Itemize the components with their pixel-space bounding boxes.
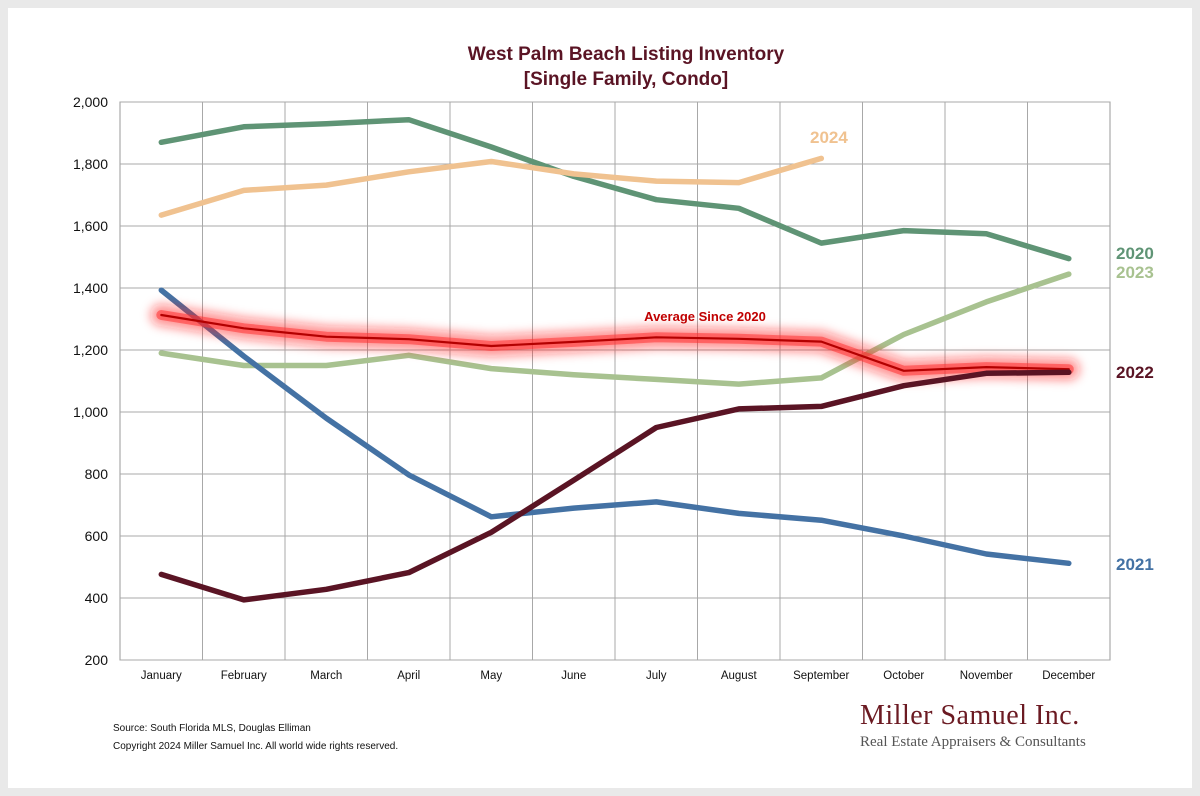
series-line-2024 [158, 155, 825, 218]
y-tick-label: 1,000 [73, 404, 108, 420]
y-tick-label: 2,000 [73, 94, 108, 110]
x-tick-label: November [960, 670, 1013, 682]
series-line-2021 [158, 287, 1072, 567]
y-tick-label: 200 [85, 652, 109, 668]
x-tick-label: October [883, 670, 924, 682]
series-line-2023 [158, 271, 1072, 387]
series-label-2024: 2024 [810, 128, 848, 147]
series-line-2022 [158, 369, 1072, 603]
y-tick-label: 400 [85, 590, 109, 606]
copyright-line: Copyright 2024 Miller Samuel Inc. All wo… [113, 741, 399, 752]
series-label-2021: 2021 [1116, 555, 1154, 574]
series [150, 116, 1080, 603]
series-label-2020: 2020 [1116, 244, 1154, 263]
company-logo: Miller Samuel Inc. Real Estate Appraiser… [860, 700, 1160, 751]
y-tick-label: 1,200 [73, 342, 108, 358]
chart-title-line1: West Palm Beach Listing Inventory [467, 44, 785, 65]
series-label-2022: 2022 [1116, 363, 1154, 382]
x-tick-label: May [480, 670, 502, 682]
logo-name: Miller Samuel Inc. [860, 700, 1080, 731]
source-line: Source: South Florida MLS, Douglas Ellim… [113, 723, 311, 734]
y-tick-label: 600 [85, 528, 109, 544]
y-tick-label: 1,800 [73, 156, 108, 172]
x-tick-label: August [721, 670, 758, 682]
x-tick-label: September [793, 670, 849, 682]
chart-title-line2: [Single Family, Condo] [523, 69, 729, 90]
chart-title: West Palm Beach Listing Inventory [Singl… [0, 42, 1200, 92]
series-label-2023: 2023 [1116, 263, 1154, 282]
x-tick-label: February [221, 670, 267, 682]
source-note: Source: South Florida MLS, Douglas Ellim… [113, 720, 398, 756]
x-tick-label: June [561, 670, 586, 682]
series-label-average-since-2020: Average Since 2020 [644, 309, 766, 324]
series-line-2020 [158, 116, 1072, 262]
y-tick-label: 1,600 [73, 218, 108, 234]
series-labels: 2020 2021 2022 2023 2024 Average Since 2020 [644, 128, 1154, 574]
series-line-average-since-2020 [160, 313, 1070, 372]
y-tick-label: 1,400 [73, 280, 108, 296]
y-tick-label: 800 [85, 466, 109, 482]
x-tick-label: July [646, 670, 667, 682]
x-tick-label: January [141, 670, 182, 682]
x-tick-label: December [1042, 670, 1095, 682]
axes: 200 400 600 800 1,000 1,200 1,400 1,600 1,800 2,0… [73, 94, 1095, 682]
logo-tagline: Real Estate Appraisers & Consultants [860, 734, 1086, 750]
x-tick-label: April [397, 670, 420, 682]
x-tick-label: March [310, 670, 342, 682]
